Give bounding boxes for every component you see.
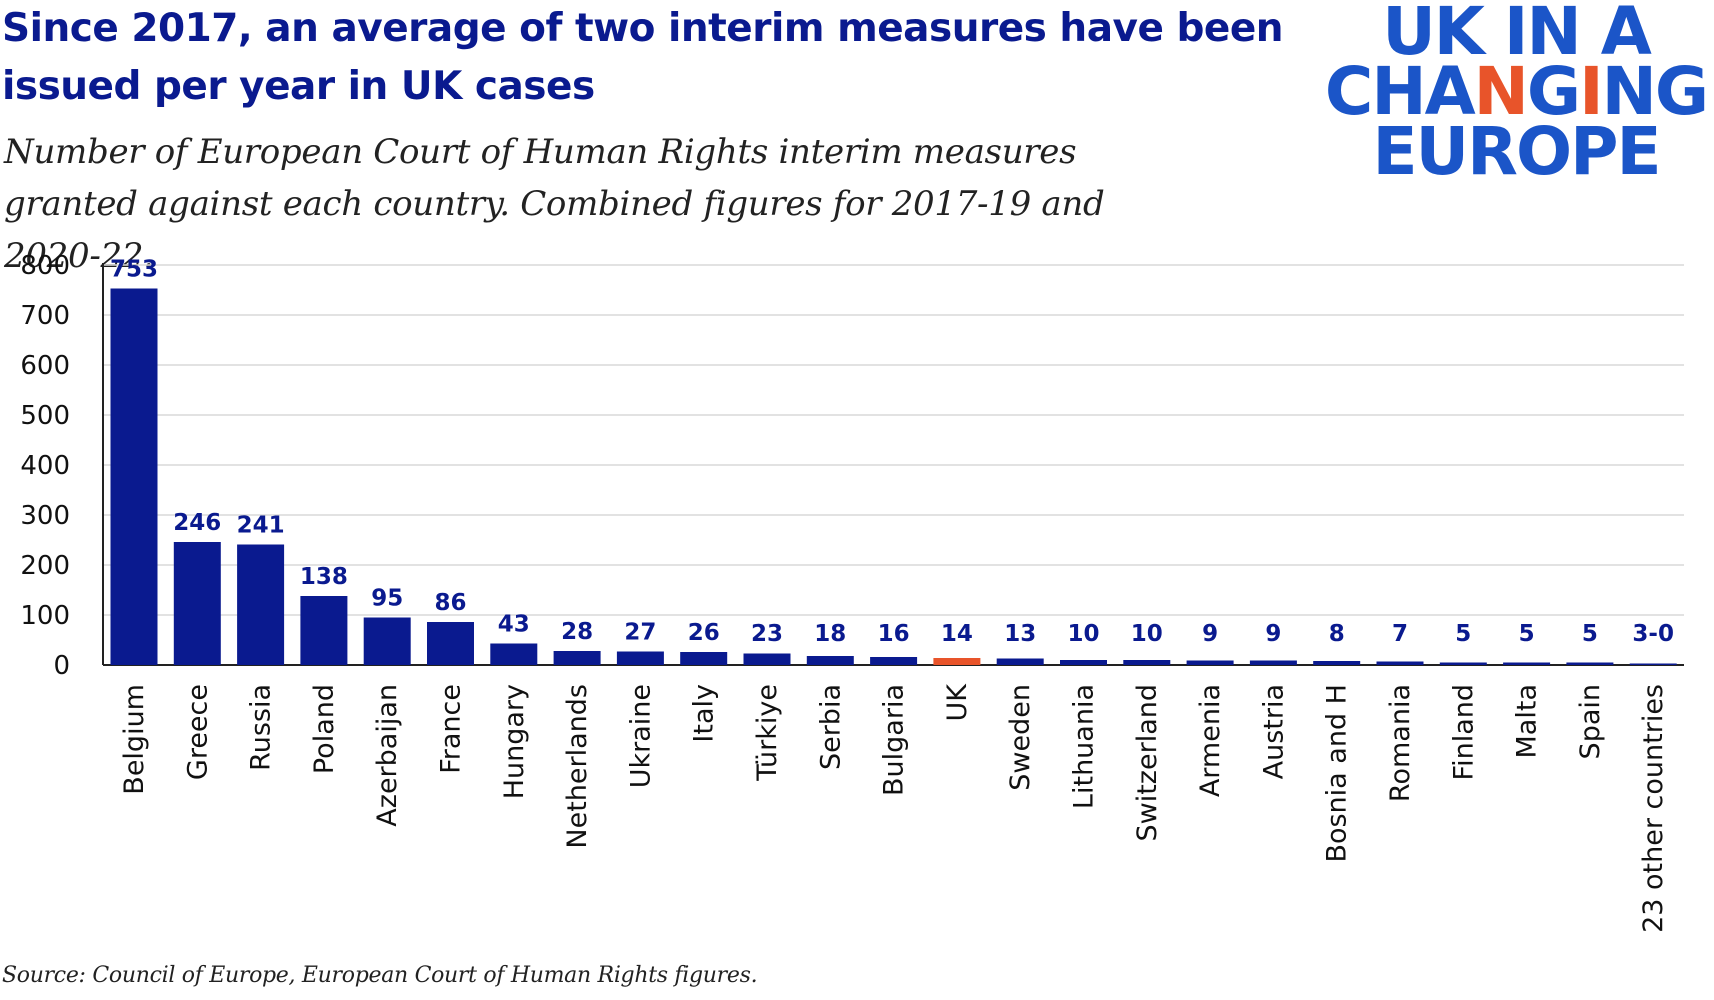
category-label: Italy [689,684,720,743]
logo-text: G [1526,53,1581,130]
category-label: Türkiye [752,684,783,782]
logo-highlight-letter: I [1579,53,1604,130]
y-tick-label: 400 [20,451,70,481]
bar-lithuania [1060,660,1107,665]
bar-sweden [996,658,1044,665]
data-label: 13 [1004,621,1036,647]
category-label: Netherlands [562,684,593,849]
data-label: 23 [751,621,783,647]
y-tick-label: 200 [20,551,70,581]
category-label: Poland [309,684,340,774]
bar-spain [1566,662,1614,665]
data-label: 95 [371,586,403,612]
category-label: Malta [1512,684,1543,758]
category-label: Azerbaijan [372,684,403,827]
y-tick-label: 500 [20,401,70,431]
bar-malta [1503,662,1551,665]
bar-netherlands [553,651,601,665]
chart-subtitle: Number of European Court of Human Rights… [4,132,1105,276]
data-label: 9 [1202,621,1218,647]
logo-line-3: EUROPE [1372,113,1661,190]
bar-t-rkiye [743,653,791,665]
category-label: Armenia [1195,684,1226,797]
bar-23-other-countries [1629,663,1677,665]
y-tick-label: 100 [20,601,70,631]
bar-switzerland [1123,660,1171,665]
bar-romania [1376,661,1424,665]
category-label: Hungary [499,684,530,799]
uk-in-a-changing-europe-logo: UK IN A CHANGING EUROPE [1318,0,1714,190]
data-label: 5 [1582,621,1598,647]
bar-uk [933,658,981,665]
data-label: 10 [1067,621,1099,647]
category-label: UK [942,683,973,722]
data-label: 138 [300,564,348,590]
category-label: Lithuania [1069,684,1100,809]
data-label: 14 [941,621,973,647]
category-label: Finland [1448,684,1479,780]
bar-serbia [806,656,854,665]
category-label: Belgium [119,684,150,795]
y-tick-label: 600 [20,351,70,381]
data-label: 16 [878,621,910,647]
bar-russia [237,544,285,665]
bar-hungary [490,643,538,665]
data-label: 43 [498,612,530,638]
category-label: 23 other countries [1638,684,1669,933]
category-label: Russia [246,684,277,771]
y-tick-label: 300 [20,501,70,531]
bar-finland [1439,662,1487,665]
data-label: 753 [110,257,158,283]
bar-azerbaijan [363,617,411,665]
logo-highlight-letter: N [1473,53,1529,130]
bar-poland [300,596,348,665]
bar-ukraine [616,651,664,665]
data-label: 86 [434,590,466,616]
data-label: 26 [688,620,720,646]
category-label: Romania [1385,684,1416,802]
category-label: Bulgaria [879,684,910,796]
bar-bulgaria [870,657,918,665]
logo-line-2: CHANGING [1318,59,1714,125]
data-label: 7 [1392,621,1408,647]
bar-austria [1249,660,1297,665]
category-label: Spain [1575,684,1606,759]
data-label: 5 [1455,621,1471,647]
data-label: 3-0 [1632,621,1674,647]
source-note: Source: Council of Europe, European Cour… [2,963,758,988]
category-label: Serbia [815,684,846,770]
data-label: 241 [237,513,285,539]
bar-belgium [110,288,158,665]
logo-text: CHA [1324,53,1476,130]
category-label: France [436,684,467,774]
category-label: Austria [1258,684,1289,779]
category-label: Ukraine [625,684,656,788]
bar-bosnia-and-h [1313,661,1361,665]
chart-title: Since 2017, an average of two interim me… [2,6,1284,109]
category-label: Sweden [1005,684,1036,791]
bar-france [427,622,474,665]
data-label: 18 [814,621,846,647]
category-label: Switzerland [1132,684,1163,842]
y-tick-label: 0 [53,651,70,681]
data-label: 246 [173,510,221,536]
category-label: Greece [182,684,213,780]
y-tick-label: 700 [20,301,70,331]
data-label: 28 [561,619,593,645]
logo-text: NG [1601,53,1709,130]
bar-chart: 0 100 200 300 400 500 600 700 800 753 Belgium 246 Gr… [20,251,1684,933]
bar-italy [680,652,728,665]
category-label: Bosnia and H [1322,684,1353,863]
data-label: 5 [1519,621,1535,647]
bar-armenia [1186,660,1234,665]
data-label: 27 [624,620,656,646]
data-label: 9 [1265,621,1281,647]
logo-line-1: UK IN A [1382,0,1652,70]
bar-greece [173,542,221,665]
y-tick-label: 800 [20,251,70,281]
data-label: 8 [1329,621,1345,647]
data-label: 10 [1131,621,1163,647]
